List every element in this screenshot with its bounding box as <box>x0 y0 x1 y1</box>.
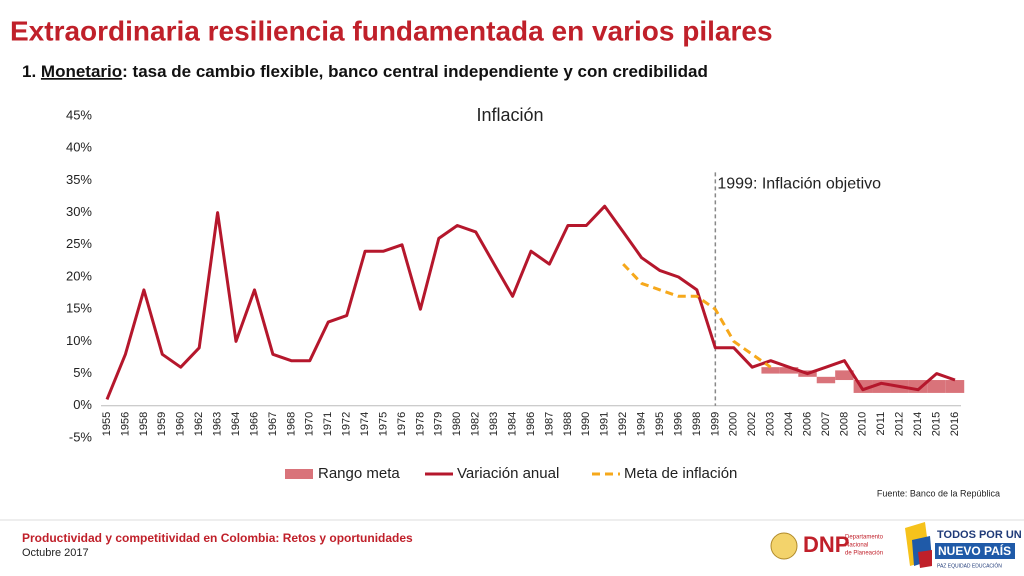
slide-title: Extraordinaria resiliencia fundamentada … <box>10 15 773 46</box>
x-tick-label: 1984 <box>506 412 518 436</box>
range-band <box>945 380 965 393</box>
range-band <box>779 367 799 374</box>
x-tick-label: 2002 <box>746 412 758 436</box>
x-tick-label: 1982 <box>470 412 482 436</box>
range-band <box>835 370 854 381</box>
x-tick-label: 1975 <box>377 412 389 436</box>
x-tick-label: 1968 <box>285 412 297 436</box>
x-tick-label: 2014 <box>912 412 924 436</box>
x-tick-label: 1990 <box>580 412 592 436</box>
logo-dnp-sub: Nacional <box>845 543 868 549</box>
x-tick-label: 1959 <box>156 412 168 436</box>
x-tick-label: 2015 <box>930 412 942 436</box>
x-tick-label: 1971 <box>322 412 334 436</box>
x-tick-label: 1972 <box>341 412 353 436</box>
x-tick-label: 1970 <box>304 412 316 436</box>
y-tick-label: 15% <box>66 301 92 316</box>
x-tick-label: 1962 <box>193 412 205 436</box>
x-tick-label: 2006 <box>801 412 813 436</box>
x-tick-label: 1994 <box>636 412 648 436</box>
x-tick-label: 2010 <box>857 412 869 436</box>
y-tick-label: 45% <box>66 107 92 122</box>
x-tick-label: 1958 <box>138 412 150 436</box>
range-band <box>761 367 780 374</box>
plot: -5% 0% 5% 10% 15% 20% 25% 30% 35% 40% 45% 1955 1956 1… <box>66 107 965 482</box>
logo-slogan-bg <box>935 543 1015 559</box>
y-tick-label: 0% <box>73 397 92 412</box>
subtitle-key: Monetario <box>41 62 122 81</box>
legend-label: Variación anual <box>457 465 559 482</box>
x-tick-label: 1978 <box>414 412 426 436</box>
chart-title: Inflación <box>476 105 543 125</box>
x-tick-label: 2007 <box>820 412 832 436</box>
series-line <box>105 204 956 400</box>
x-tick-label: 1976 <box>396 412 408 436</box>
x-tick-label: 1964 <box>230 412 242 436</box>
x-tick-label: 2003 <box>765 412 777 436</box>
x-tick-label: 1974 <box>359 412 371 436</box>
x-tick-label: 1995 <box>654 412 666 436</box>
y-tick-label: 35% <box>66 172 92 187</box>
logo-dnp-sub: de Planeación <box>845 551 883 557</box>
x-tick-label: 2000 <box>728 412 740 436</box>
logo-flag <box>918 550 932 568</box>
x-tick-label: 2016 <box>949 412 961 436</box>
x-tick-label: 1956 <box>119 412 131 436</box>
x-tick-label: 1986 <box>525 412 537 436</box>
x-tick-label: 1967 <box>267 412 279 436</box>
x-tick-label: 2004 <box>783 412 795 436</box>
y-tick-label: 30% <box>66 204 92 219</box>
x-tick-label: 2008 <box>838 412 850 436</box>
range-band <box>927 380 946 393</box>
logo-dnp-sub: Departamento <box>845 535 884 541</box>
y-tick-label: 25% <box>66 236 92 251</box>
footer-title: Productividad y competitividad en Colomb… <box>22 531 413 545</box>
x-tick-label: 1955 <box>101 412 113 436</box>
annotation: 1999: Inflación objetivo <box>717 176 881 193</box>
series-line <box>622 263 772 369</box>
x-tick-label: 1991 <box>599 412 611 436</box>
x-tick-label: 1983 <box>488 412 500 436</box>
range-band <box>816 376 836 384</box>
x-tick-label: 1988 <box>562 412 574 436</box>
logo-dnp: DNP <box>803 532 849 557</box>
y-tick-label: 10% <box>66 333 92 348</box>
y-tick-label: -5% <box>69 429 93 444</box>
footer-date: Octubre 2017 <box>22 547 89 559</box>
x-tick-label: 1963 <box>212 412 224 436</box>
x-tick-label: 2011 <box>875 412 887 436</box>
x-tick-label: 1980 <box>451 412 463 436</box>
subtitle-rest: : tasa de cambio flexible, banco central… <box>122 62 708 81</box>
subtitle: 1. Monetario: tasa de cambio flexible, b… <box>22 62 708 81</box>
x-tick-label: 1960 <box>175 412 187 436</box>
y-tick-label: 20% <box>66 268 92 283</box>
logo-seal <box>770 532 798 560</box>
x-tick-label: 1996 <box>672 412 684 436</box>
legend-label: Meta de inflación <box>624 465 737 482</box>
x-tick-label: 1987 <box>543 412 555 436</box>
x-tick-label: 1992 <box>617 412 629 436</box>
y-tick-label: 5% <box>73 365 92 380</box>
source: Fuente: Banco de la República <box>877 488 1000 498</box>
logo-slogan: TODOS POR UN <box>937 529 1022 541</box>
x-tick-label: 1966 <box>248 412 260 436</box>
logo-slogan: NUEVO PAÍS <box>938 543 1011 558</box>
subtitle-number: 1. <box>22 62 36 81</box>
logo-slogan: PAZ EQUIDAD EDUCACIÓN <box>937 562 1002 569</box>
x-tick-label: 1998 <box>691 412 703 436</box>
x-tick-label: 1999 <box>709 412 721 436</box>
y-tick-label: 40% <box>66 140 92 155</box>
legend-label: Rango meta <box>318 465 400 482</box>
legend-swatch <box>285 469 313 479</box>
x-tick-label: 1979 <box>433 412 445 436</box>
x-tick-label: 2012 <box>894 412 906 436</box>
